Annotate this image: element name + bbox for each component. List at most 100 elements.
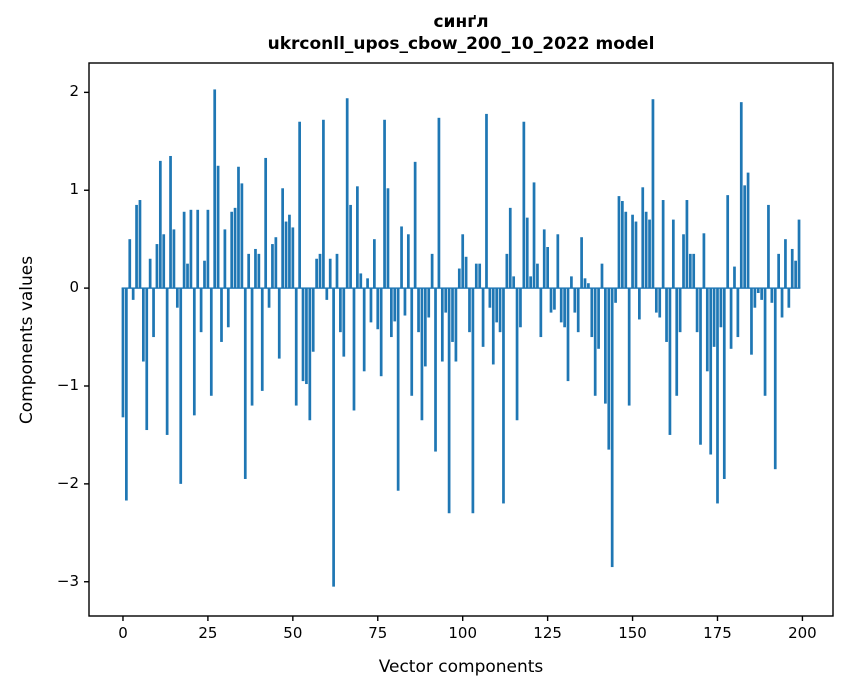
x-tick-label: 100 [448,624,477,642]
bar [665,288,668,342]
x-tick-label: 200 [788,624,817,642]
bar [621,201,624,289]
bar [271,244,274,289]
bar [546,247,549,289]
bar [138,200,142,289]
bar [648,219,651,289]
bar [281,188,284,289]
bar [709,288,713,455]
bar [478,263,482,289]
bar [671,219,675,289]
bar [753,288,757,308]
bar [420,288,424,421]
bar [515,288,519,421]
bar [410,288,414,396]
bar [182,211,186,289]
bar [284,221,288,289]
bar [356,186,359,289]
bar [525,217,529,289]
bar [366,278,369,289]
chart-title-line2: ukrconll_upos_cbow_200_10_2022 model [267,34,655,54]
bar [396,288,400,491]
x-tick-label: 0 [118,624,128,642]
bar [488,288,492,308]
bar [328,258,332,289]
bar [624,211,628,289]
bar [152,288,155,338]
bar [233,207,237,289]
bar [746,172,750,289]
bar [570,276,573,289]
bar [298,121,301,289]
bar [274,237,278,289]
bar [617,196,621,289]
y-tick-label: −1 [56,375,79,394]
bar [369,288,373,323]
bar [230,211,234,289]
bar [597,288,600,349]
bar [668,288,672,435]
bar [797,219,801,289]
bar [638,288,641,320]
bar [739,102,743,289]
bar [427,288,431,318]
bar [237,166,240,289]
y-tick-label: 0 [69,278,79,297]
bar [457,268,461,289]
zero-baseline [121,287,801,289]
bar [529,276,532,289]
bar [532,182,536,289]
bar [631,214,634,289]
bar [393,288,397,322]
bar [607,288,611,450]
bar [678,288,682,333]
bar [325,288,329,300]
plot-frame [88,62,834,617]
x-tick-label: 50 [283,624,303,642]
bar [485,113,488,289]
bar [777,253,780,289]
bar [770,288,774,303]
bar [264,157,268,289]
bar [726,195,730,289]
bar [430,253,434,289]
bar [192,288,196,416]
bar [682,234,685,289]
bar [434,288,437,452]
bar [413,161,417,289]
bar [220,288,223,342]
bar [352,288,356,411]
bar [213,89,217,289]
bar [447,288,451,514]
bar [505,253,509,289]
bar [695,288,699,333]
bar [641,187,645,289]
bar [767,204,770,289]
bar [491,288,495,365]
bar [209,288,213,396]
bar [763,288,767,396]
bar [199,288,203,333]
x-tick-label: 75 [368,624,388,642]
bar [736,288,740,338]
bar [610,288,614,568]
y-tick-label: −2 [56,473,79,492]
bar [481,288,485,347]
bar [573,288,577,313]
bar [498,288,502,333]
bar [627,288,631,406]
bar [471,288,475,514]
bar [733,266,736,289]
bar [373,239,376,289]
bar [131,288,135,300]
bar [760,288,764,300]
bar [349,204,352,289]
chart-title-line1: синґл [433,12,489,32]
bar [142,288,145,362]
bar [719,288,723,328]
bar [145,288,149,431]
bar [335,253,339,289]
bar [600,263,604,289]
bar [464,256,468,289]
